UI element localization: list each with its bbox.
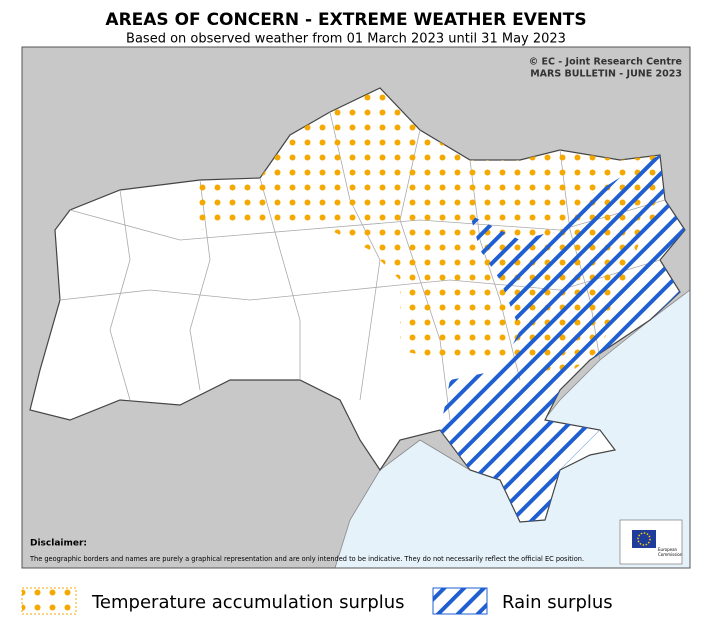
disclaimer-text: The geographic borders and names are pur… xyxy=(29,555,584,563)
map-frame xyxy=(21,46,691,569)
eu-logo: European Commission xyxy=(619,519,683,565)
credit: © EC - Joint Research Centre xyxy=(529,57,682,68)
credit: MARS BULLETIN - JUNE 2023 xyxy=(530,69,682,80)
rain-surplus-area xyxy=(440,155,685,522)
disclaimer-title: Disclaimer: xyxy=(30,539,87,549)
map: © EC - Joint Research Centre MARS BULLET… xyxy=(22,47,690,568)
logo-text: Commission xyxy=(658,552,683,557)
logo-text: European xyxy=(658,547,678,552)
legend-swatch xyxy=(432,587,488,615)
map-title: AREAS OF CONCERN - EXTREME WEATHER EVENT… xyxy=(105,10,586,30)
legend-swatch xyxy=(21,587,77,615)
map-subtitle: Based on observed weather from 01 March … xyxy=(126,32,566,47)
legend-label: Rain surplus xyxy=(502,592,613,613)
legend-label: Temperature accumulation surplus xyxy=(91,592,405,613)
